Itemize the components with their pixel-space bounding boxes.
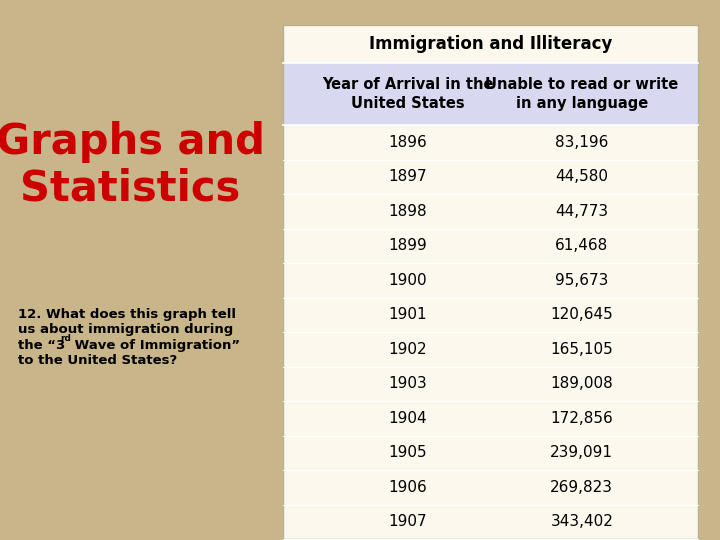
FancyBboxPatch shape xyxy=(283,25,698,63)
FancyBboxPatch shape xyxy=(283,263,698,298)
FancyBboxPatch shape xyxy=(283,470,698,504)
FancyBboxPatch shape xyxy=(283,25,698,539)
FancyBboxPatch shape xyxy=(283,332,698,367)
Text: Wave of Immigration”: Wave of Immigration” xyxy=(70,339,240,352)
Text: 172,856: 172,856 xyxy=(550,411,613,426)
Text: 44,773: 44,773 xyxy=(555,204,608,219)
Text: 1904: 1904 xyxy=(388,411,427,426)
FancyBboxPatch shape xyxy=(283,125,698,159)
Text: 1906: 1906 xyxy=(388,480,427,495)
Text: 12. What does this graph tell: 12. What does this graph tell xyxy=(18,308,236,321)
Text: 1905: 1905 xyxy=(388,446,427,460)
Text: 239,091: 239,091 xyxy=(550,446,613,460)
Text: Year of Arrival in the
United States: Year of Arrival in the United States xyxy=(322,77,493,111)
Text: 83,196: 83,196 xyxy=(555,135,608,150)
Text: to the United States?: to the United States? xyxy=(18,354,177,368)
Text: 1896: 1896 xyxy=(388,135,427,150)
Text: 165,105: 165,105 xyxy=(550,342,613,357)
FancyBboxPatch shape xyxy=(283,228,698,263)
FancyBboxPatch shape xyxy=(283,298,698,332)
Text: 343,402: 343,402 xyxy=(550,514,613,529)
FancyBboxPatch shape xyxy=(283,63,698,125)
Text: 269,823: 269,823 xyxy=(550,480,613,495)
FancyBboxPatch shape xyxy=(283,401,698,435)
FancyBboxPatch shape xyxy=(283,435,698,470)
Text: 1903: 1903 xyxy=(388,376,427,392)
FancyBboxPatch shape xyxy=(283,504,698,539)
FancyBboxPatch shape xyxy=(283,367,698,401)
Text: 95,673: 95,673 xyxy=(555,273,608,288)
Text: 1902: 1902 xyxy=(388,342,427,357)
Text: 44,580: 44,580 xyxy=(555,169,608,184)
Text: us about immigration during: us about immigration during xyxy=(18,323,233,336)
Text: 61,468: 61,468 xyxy=(555,238,608,253)
Text: Unable to read or write
in any language: Unable to read or write in any language xyxy=(485,77,678,111)
Text: 1898: 1898 xyxy=(388,204,427,219)
Text: 1899: 1899 xyxy=(388,238,427,253)
Text: Graphs and
Statistics: Graphs and Statistics xyxy=(0,120,264,210)
Text: 1901: 1901 xyxy=(388,307,427,322)
Text: 1907: 1907 xyxy=(388,514,427,529)
Text: 189,008: 189,008 xyxy=(550,376,613,392)
Text: 120,645: 120,645 xyxy=(550,307,613,322)
Text: 1897: 1897 xyxy=(388,169,427,184)
Text: Immigration and Illiteracy: Immigration and Illiteracy xyxy=(369,35,612,53)
Text: 1900: 1900 xyxy=(388,273,427,288)
Text: rd: rd xyxy=(60,334,71,343)
FancyBboxPatch shape xyxy=(283,159,698,194)
FancyBboxPatch shape xyxy=(283,194,698,228)
Text: the “3: the “3 xyxy=(18,339,66,352)
